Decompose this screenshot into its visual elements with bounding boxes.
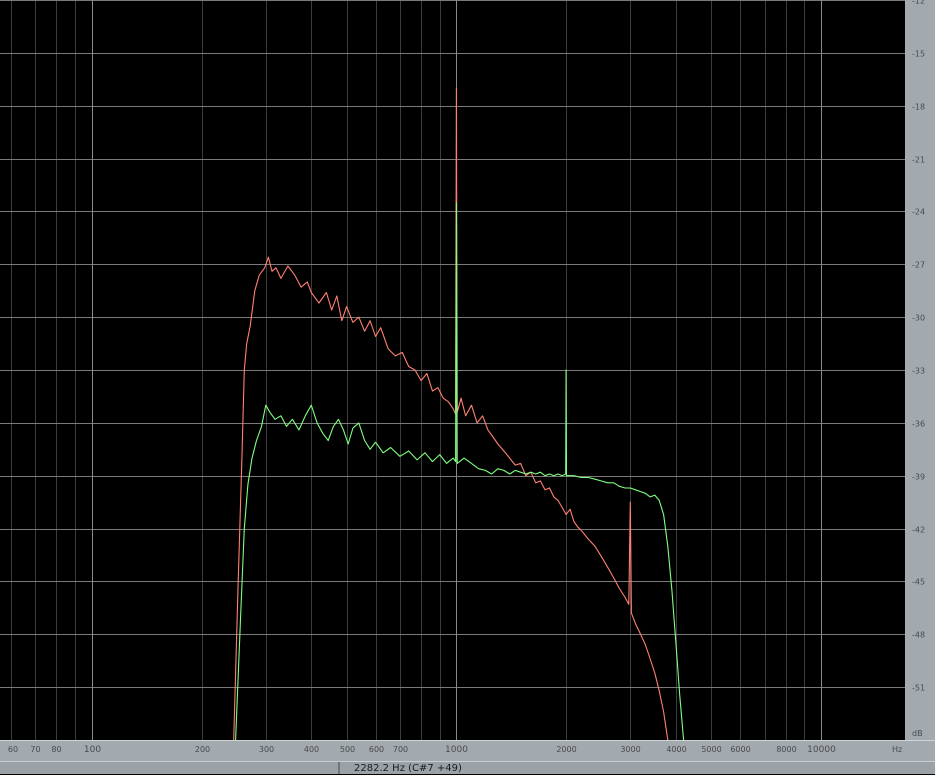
x-tick-label: 60 [8,745,18,754]
x-tick-label: 4000 [666,745,686,754]
x-axis-labels: 60 70 80 100 200 300 400 500 600 700 1000 2000 3000 4… [8,745,836,755]
status-bar: 2282.2 Hz (C#7 +49) [0,761,935,774]
y-tick-label: -48 [912,631,925,640]
x-tick-label: 2000 [556,745,576,754]
x-tick-label: 5000 [701,745,721,754]
x-tick-label: 70 [30,745,40,754]
y-tick-label: -12 [912,0,925,6]
x-tick-label: 3000 [620,745,640,754]
y-tick-label: -18 [912,103,925,112]
grid-major [0,0,909,745]
y-tick-label: -30 [912,314,925,323]
y-tick-label: -27 [912,261,925,270]
x-tick-label: 8000 [776,745,796,754]
y-unit-label: dB [912,729,923,738]
x-tick-label: 1000 [445,745,468,755]
x-tick-label: 300 [259,745,274,754]
y-tick-label: -51 [912,684,925,693]
x-tick-label: 700 [393,745,408,754]
x-axis-panel [0,740,935,761]
y-tick-label: -33 [912,367,925,376]
x-tick-label: 100 [84,745,101,755]
x-tick-label: 6000 [730,745,750,754]
x-unit-label: Hz [892,745,902,754]
series-layer [233,87,685,741]
y-tick-label: -45 [912,578,925,587]
x-tick-label: 400 [304,745,319,754]
y-tick-label: -21 [912,156,925,165]
y-tick-label: -42 [912,526,925,535]
cursor-frequency-readout: 2282.2 Hz (C#7 +49) [354,763,462,774]
x-tick-label: 200 [195,745,210,754]
y-axis-labels: -12 -15 -18 -21 -24 -27 -30 -33 -36 -39 -42 -45 -48 -… [912,0,925,693]
x-tick-label: 80 [51,745,61,754]
y-tick-label: -39 [912,473,925,482]
y-tick-label: -15 [912,50,925,59]
x-tick-label: 500 [340,745,355,754]
status-divider [338,762,340,774]
y-axis-panel [905,0,935,740]
y-tick-label: -24 [912,208,925,217]
x-tick-label: 600 [369,745,384,754]
x-tick-label: 10000 [807,745,836,755]
spectrum-line-2 [235,202,685,741]
y-tick-label: -36 [912,420,925,429]
